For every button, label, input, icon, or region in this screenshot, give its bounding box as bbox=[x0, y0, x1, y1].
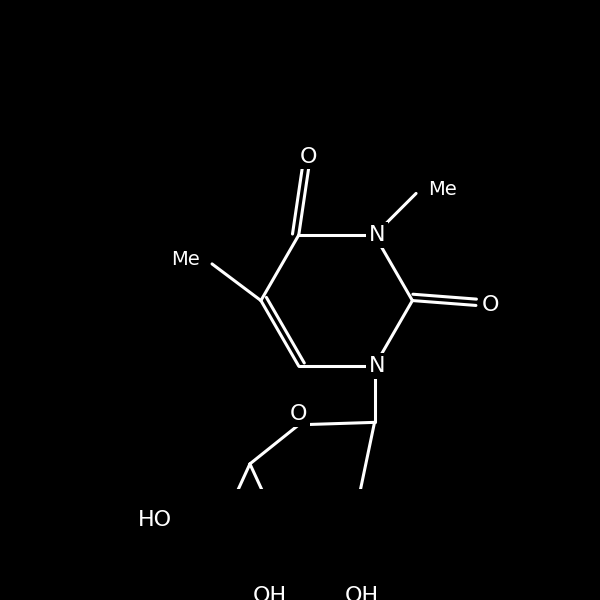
Text: OH: OH bbox=[345, 586, 379, 600]
Text: HO: HO bbox=[137, 510, 172, 530]
Text: OH: OH bbox=[253, 586, 287, 600]
Text: O: O bbox=[482, 295, 499, 316]
Text: Me: Me bbox=[428, 180, 457, 199]
Text: N: N bbox=[369, 356, 385, 376]
Text: O: O bbox=[300, 147, 317, 167]
Text: O: O bbox=[290, 404, 308, 424]
Text: Me: Me bbox=[171, 250, 200, 269]
Text: N: N bbox=[369, 225, 385, 245]
